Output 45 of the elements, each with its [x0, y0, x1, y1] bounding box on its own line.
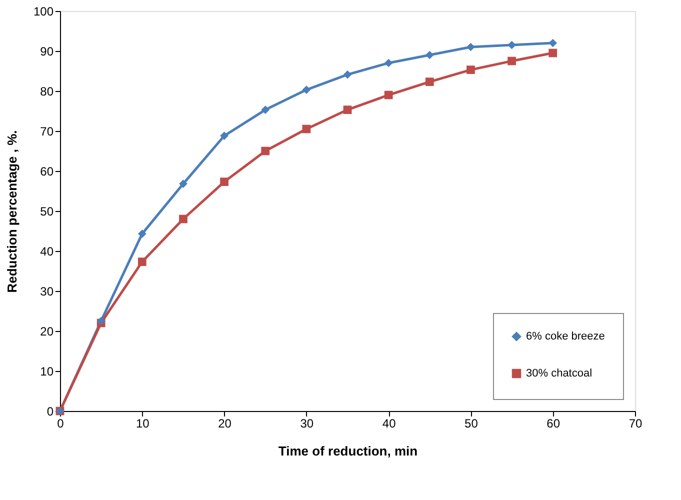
point	[302, 86, 311, 94]
point	[179, 214, 188, 224]
y-tick-label: 10	[40, 364, 54, 378]
x-axis-title: Time of reduction, min	[278, 444, 418, 458]
point	[220, 178, 228, 186]
point	[508, 56, 516, 66]
point	[220, 132, 228, 140]
legend-label: 6% coke breeze	[526, 330, 605, 342]
point	[261, 146, 270, 156]
y-tick-label: 90	[40, 44, 54, 58]
point	[302, 124, 311, 134]
x-tick-label: 50	[464, 416, 478, 430]
y-tick-label: 40	[40, 244, 54, 258]
point	[508, 40, 516, 50]
y-tick-label: 100	[33, 4, 54, 18]
y-tick-label: 60	[40, 164, 54, 178]
y-axis-title: Reduction percentage , %.	[4, 130, 20, 293]
point	[384, 58, 393, 68]
legend-label: 30% chatcoal	[526, 368, 592, 380]
y-tick-label: 70	[40, 124, 54, 138]
x-tick-label: 40	[382, 416, 396, 430]
y-tick-label: 50	[40, 204, 54, 218]
y-tick-label: 80	[40, 84, 54, 98]
x-tick-label: 60	[546, 416, 560, 430]
point	[138, 230, 146, 238]
point	[548, 48, 558, 58]
point	[466, 66, 475, 74]
y-tick-label: 30	[40, 284, 54, 298]
point	[343, 106, 352, 114]
point	[384, 90, 393, 100]
point	[261, 106, 270, 114]
y-tick-label: 0	[46, 404, 54, 418]
point	[343, 70, 352, 79]
y-tick-label: 20	[40, 324, 54, 338]
x-tick-label: 30	[300, 416, 314, 430]
point	[425, 50, 434, 60]
x-tick-label: 10	[136, 416, 150, 430]
x-tick-label: 20	[218, 416, 232, 430]
point	[179, 180, 188, 188]
point	[425, 78, 434, 86]
x-tick-label: 0	[57, 416, 64, 430]
point	[138, 258, 146, 266]
point	[548, 38, 558, 48]
point	[466, 42, 475, 52]
x-tick-label: 70	[628, 416, 642, 430]
